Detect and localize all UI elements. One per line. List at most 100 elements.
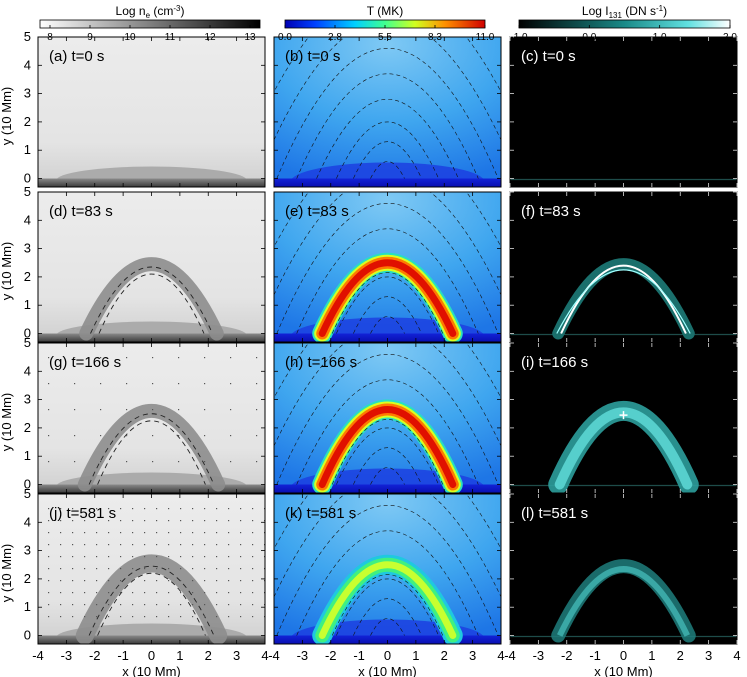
y-tick-label: 0 bbox=[24, 171, 31, 186]
panel-ticks bbox=[509, 191, 738, 342]
density-chromosphere bbox=[38, 178, 265, 187]
y-tick-label: 2 bbox=[24, 269, 31, 284]
y-tick-label: 4 bbox=[24, 363, 31, 378]
colorbar-tick-label: -1.0 bbox=[510, 32, 528, 43]
temperature-chromosphere bbox=[274, 333, 501, 342]
colorbar-tick-label: 2.0 bbox=[723, 32, 737, 43]
x-tick-label: 4 bbox=[261, 648, 268, 663]
density-background bbox=[38, 37, 265, 187]
colorbar-gradient bbox=[518, 19, 731, 29]
x-tick-label: 2 bbox=[205, 648, 212, 663]
panel-density-581 bbox=[37, 493, 266, 645]
y-axis-label: y (10 Mm) bbox=[0, 544, 14, 603]
x-axis-label: x (10 Mm) bbox=[358, 664, 417, 677]
emission-loop-core bbox=[560, 264, 687, 334]
colorbar-tick-label: 5.5 bbox=[378, 32, 392, 43]
panel-label: (j) t=581 s bbox=[49, 505, 116, 522]
colorbar-tick-label: 13 bbox=[244, 32, 256, 43]
x-tick-label: 2 bbox=[441, 648, 448, 663]
hot-loop bbox=[318, 406, 457, 488]
x-tick-label: -2 bbox=[325, 648, 337, 663]
x-tick-label: -3 bbox=[297, 648, 309, 663]
x-tick-label: -3 bbox=[533, 648, 545, 663]
plus-marker bbox=[619, 411, 628, 420]
panel-intensity-166 bbox=[509, 342, 738, 494]
panel-ticks bbox=[37, 191, 266, 342]
x-tick-label: 0 bbox=[384, 648, 391, 663]
panel-temperature-83 bbox=[273, 191, 502, 343]
temperature-chromosphere bbox=[274, 178, 501, 187]
panel-label: (i) t=166 s bbox=[521, 354, 588, 371]
temperature-chromosphere bbox=[274, 484, 501, 493]
y-tick-label: 1 bbox=[24, 297, 31, 312]
y-tick-label: 1 bbox=[24, 599, 31, 614]
colorbar-tick-label: 9 bbox=[87, 32, 93, 43]
panel-label: (l) t=581 s bbox=[521, 505, 588, 522]
density-flow-arrows bbox=[97, 573, 206, 636]
colorbar-tick-label: 8 bbox=[47, 32, 53, 43]
y-axis-label: y (10 Mm) bbox=[0, 87, 14, 146]
density-flow-arrows bbox=[90, 266, 213, 334]
colorbar-gradient bbox=[39, 19, 261, 29]
panel-temperature-166 bbox=[273, 342, 502, 494]
panel-label: (d) t=83 s bbox=[49, 203, 113, 220]
field-line bbox=[331, 272, 444, 334]
panel-ticks bbox=[509, 493, 738, 644]
temperature-background bbox=[274, 37, 501, 187]
y-tick-label: 4 bbox=[24, 57, 31, 72]
panel-ticks bbox=[37, 493, 266, 644]
x-tick-label: -4 bbox=[504, 648, 516, 663]
panel-intensity-83 bbox=[509, 191, 738, 343]
panel-ticks bbox=[273, 493, 502, 644]
panel-ticks bbox=[273, 36, 502, 187]
x-tick-label: -1 bbox=[117, 648, 129, 663]
panel-ticks bbox=[273, 342, 502, 493]
x-tick-label: 3 bbox=[469, 648, 476, 663]
field-line bbox=[331, 574, 444, 636]
y-tick-label: 3 bbox=[24, 241, 31, 256]
density-flow-arrows bbox=[88, 413, 215, 485]
y-tick-label: 1 bbox=[24, 142, 31, 157]
density-loop bbox=[75, 554, 228, 644]
density-chromosphere bbox=[38, 333, 265, 342]
panel-label: (b) t=0 s bbox=[285, 48, 340, 65]
panel-intensity-0 bbox=[509, 36, 738, 188]
y-tick-label: 3 bbox=[24, 392, 31, 407]
panel-ticks bbox=[37, 342, 266, 493]
x-tick-label: -2 bbox=[89, 648, 101, 663]
panel-temperature-0 bbox=[273, 36, 502, 188]
x-tick-label: -1 bbox=[353, 648, 365, 663]
hot-loop bbox=[318, 259, 457, 337]
y-tick-label: 5 bbox=[24, 335, 31, 350]
x-tick-label: -1 bbox=[589, 648, 601, 663]
colorbar-tick-label: 2.8 bbox=[328, 32, 342, 43]
density-chromosphere bbox=[38, 635, 265, 644]
panel-ticks bbox=[37, 36, 266, 187]
colorbar-title: Log I131 (DN s-1) bbox=[582, 4, 667, 20]
colorbar-tick-label: 11 bbox=[165, 32, 176, 43]
colorbar-gray: Log ne (cm-3) 8 9 10 11 12 13 bbox=[39, 4, 261, 43]
colorbar-tick-label: 0.0 bbox=[582, 32, 596, 43]
x-axis-label: x (10 Mm) bbox=[122, 664, 181, 677]
emission-loop-core bbox=[556, 566, 691, 637]
panel-label: (e) t=83 s bbox=[285, 203, 349, 220]
field-lines bbox=[274, 37, 501, 179]
density-chromosphere bbox=[38, 484, 265, 493]
x-tick-label: 3 bbox=[233, 648, 240, 663]
panel-label: (g) t=166 s bbox=[49, 354, 121, 371]
y-tick-label: 3 bbox=[24, 543, 31, 558]
panel-density-0 bbox=[37, 36, 266, 188]
x-tick-label: 3 bbox=[705, 648, 712, 663]
y-tick-label: 2 bbox=[24, 114, 31, 129]
panel-label: (f) t=83 s bbox=[521, 203, 581, 220]
y-axis-label: y (10 Mm) bbox=[0, 242, 14, 301]
panel-ticks bbox=[509, 342, 738, 493]
colorbar-title: Log ne (cm-3) bbox=[116, 4, 185, 20]
y-tick-label: 2 bbox=[24, 571, 31, 586]
colorbar-cyan: Log I131 (DN s-1) -1.0 0.0 1.0 2.0 bbox=[510, 4, 737, 43]
x-axis-label: x (10 Mm) bbox=[594, 664, 653, 677]
y-tick-label: 0 bbox=[24, 326, 31, 341]
y-tick-label: 1 bbox=[24, 448, 31, 463]
y-tick-label: 4 bbox=[24, 212, 31, 227]
x-tick-label: 4 bbox=[733, 648, 740, 663]
